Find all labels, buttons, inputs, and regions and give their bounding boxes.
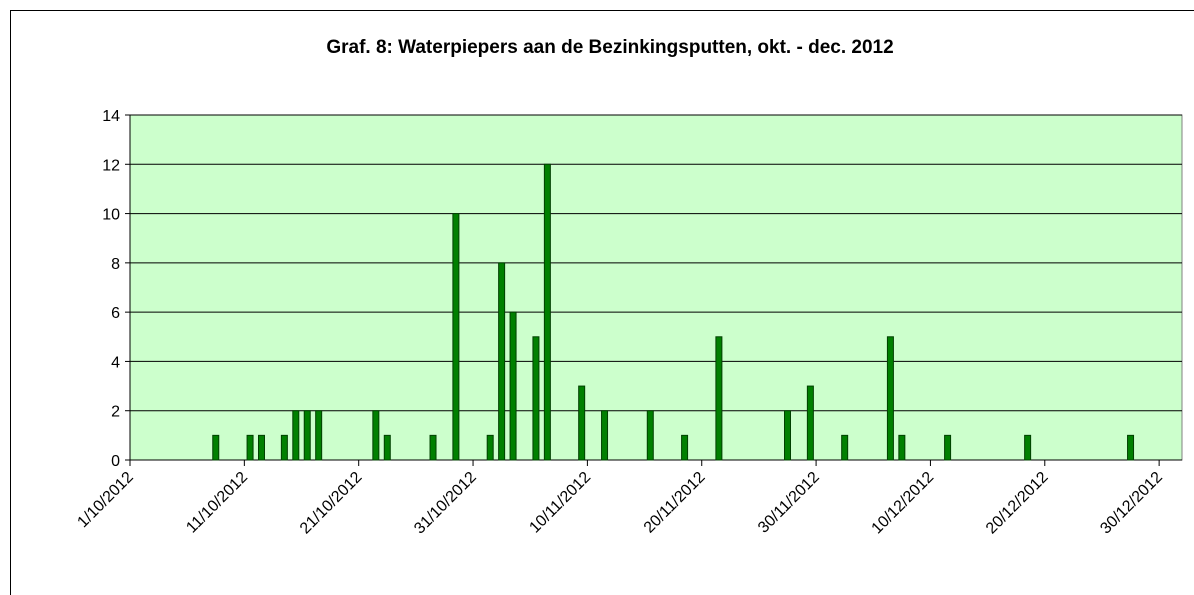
y-tick-label: 4 [111, 354, 120, 371]
bar [944, 434, 952, 461]
y-tick-label: 0 [111, 453, 120, 470]
bar [498, 262, 506, 461]
bar [452, 213, 460, 461]
bar [578, 385, 586, 461]
bar [1127, 434, 1135, 461]
bar [898, 434, 906, 461]
bar [646, 410, 654, 461]
bar [806, 385, 814, 461]
bar [303, 410, 311, 461]
bar [509, 311, 517, 461]
bar [841, 434, 849, 461]
y-tick-label: 12 [102, 157, 120, 174]
bar [715, 336, 723, 461]
y-tick-label: 6 [111, 305, 120, 322]
y-tick-label: 10 [102, 207, 120, 224]
bar [886, 336, 894, 461]
y-tick-label: 14 [102, 108, 120, 125]
bar [212, 434, 220, 461]
chart-title: Graf. 8: Waterpiepers aan de Bezinkingsp… [326, 37, 893, 58]
bar [543, 163, 551, 461]
bar [292, 410, 300, 461]
bar [784, 410, 791, 461]
plot-area [129, 114, 1183, 461]
bar [429, 434, 437, 461]
bar [383, 434, 391, 461]
bar [246, 434, 254, 461]
bar [315, 410, 323, 461]
bar [372, 410, 380, 461]
bar [280, 434, 288, 461]
y-tick-label: 2 [111, 404, 120, 421]
bar [681, 434, 689, 461]
y-tick-label: 8 [111, 256, 120, 273]
bar [532, 336, 540, 461]
bar [258, 434, 265, 461]
bar [1024, 434, 1032, 461]
bar [601, 410, 609, 461]
bar [486, 434, 494, 461]
